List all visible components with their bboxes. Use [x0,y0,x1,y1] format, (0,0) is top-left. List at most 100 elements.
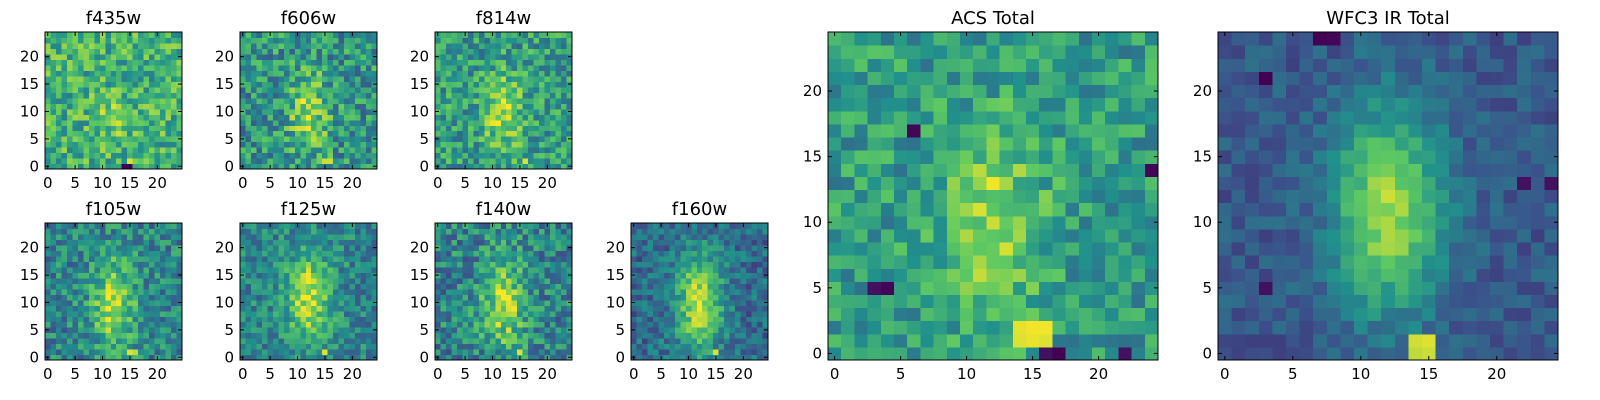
heatmap-cell [240,75,247,82]
heatmap-cell [533,310,540,317]
heatmap-cell [1105,294,1119,309]
heatmap-cell [278,75,285,82]
heatmap-cell [289,255,296,262]
heatmap-cell [327,316,334,323]
heatmap-cell [132,228,139,235]
heatmap-cell [751,250,758,257]
heatmap-cell [435,119,442,126]
heatmap-cell [250,354,258,361]
heatmap-cell [94,119,101,126]
heatmap-cell [116,92,123,99]
heatmap-cell [50,114,57,121]
heatmap-cell [986,228,1001,243]
heatmap-cell [484,147,491,154]
heatmap-cell [250,244,258,251]
heatmap-cell [88,316,95,323]
heatmap-cell [674,272,681,279]
heatmap-cell [473,59,480,66]
heatmap-cell [685,338,692,345]
heatmap-cell [83,48,90,55]
heatmap-cell [88,64,95,71]
heatmap-cell [658,272,665,279]
heatmap-cell [349,332,356,339]
heatmap-cell [920,228,935,243]
heatmap-cell [322,277,329,284]
heatmap-cell [445,272,453,279]
heatmap-cell [360,103,367,110]
heatmap-cell [555,81,562,88]
heatmap-cell [311,103,318,110]
heatmap-cell [105,59,112,66]
heatmap-cell [561,163,568,170]
x-tick-label: 20 [734,365,753,383]
heatmap-cell [272,147,279,154]
x-tick-label: 5 [70,174,80,192]
heatmap-cell [300,152,307,159]
heatmap-cell [495,152,502,159]
heatmap-cell [327,349,334,356]
heatmap-cell [349,37,356,44]
heatmap-cell [138,239,145,246]
heatmap-cell [278,163,285,170]
heatmap-cell [366,103,373,110]
x-tick-label: 0 [43,365,53,383]
heatmap-cell [473,223,480,230]
heatmap-cell [278,321,285,328]
heatmap-cell [289,108,296,115]
heatmap-cell [355,316,362,323]
heatmap-cell [245,228,252,235]
heatmap-cell [99,250,106,257]
heatmap-cell [533,136,540,143]
heatmap-cell [116,343,123,350]
heatmap-cell [245,321,252,328]
heatmap-cell [445,354,453,361]
heatmap-cell [506,316,513,323]
heatmap-cell [1012,307,1027,322]
heatmap-cell [289,305,296,312]
heatmap-cell [110,266,117,273]
heatmap-cell [746,244,753,251]
heatmap-cell [960,241,974,256]
heatmap-cell [702,233,709,241]
heatmap-cell [854,255,869,269]
heatmap-cell [99,266,106,273]
y-tick-label: 5 [419,321,429,339]
heatmap-cell [327,48,334,55]
heatmap-cell [149,48,156,55]
heatmap-cell [305,321,312,328]
heatmap-cell [250,250,258,257]
heatmap-cell [88,37,95,44]
heatmap-cell [713,277,720,284]
heatmap-cell [322,114,329,121]
heatmap-cell [149,114,156,121]
heatmap-cell [143,228,150,235]
heatmap-cell [746,261,753,268]
heatmap-cell [99,299,106,306]
heatmap-cell [116,97,123,104]
heatmap-cell [116,86,123,93]
heatmap-cell [272,244,279,251]
heatmap-cell [256,261,263,268]
heatmap-cell [478,114,485,121]
heatmap-cell [1026,320,1040,335]
heatmap-cell [880,268,895,282]
heatmap-cell [1065,228,1080,243]
heatmap-cell [371,305,378,312]
heatmap-cell [278,277,285,284]
heatmap-cell [66,305,73,312]
axes-frame [239,222,378,361]
heatmap-cell [641,354,649,361]
heatmap-cell [327,125,334,132]
heatmap-cell [267,321,274,328]
heatmap-cell [550,59,557,66]
heatmap-cell [116,228,123,235]
heatmap-cell [322,108,329,115]
heatmap-cell [300,233,307,241]
heatmap-cell [333,59,340,66]
heatmap-cell [110,75,117,82]
heatmap-cell [171,86,178,93]
heatmap-cell [561,244,568,251]
heatmap-cell [132,37,139,44]
heatmap-cell [50,310,57,317]
heatmap-cell [149,42,156,50]
